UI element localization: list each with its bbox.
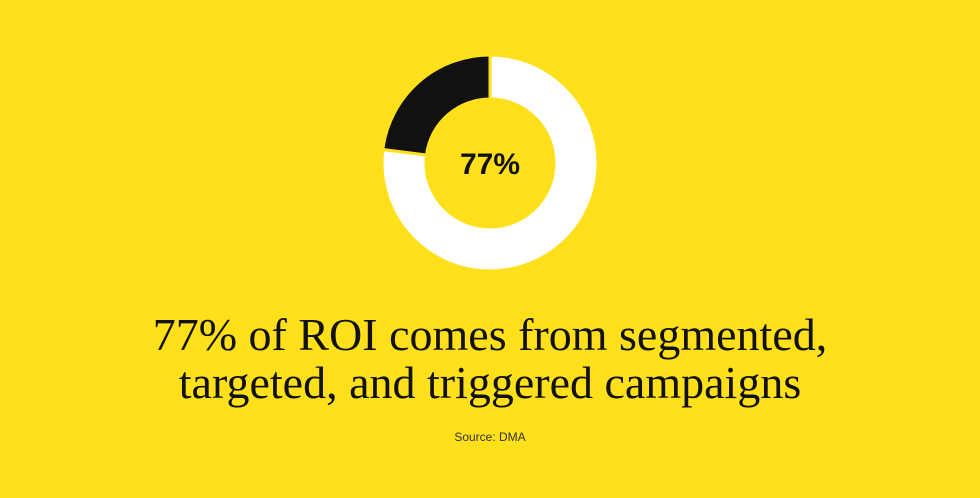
donut-segment (380, 53, 600, 273)
chart-title: targeted, and triggered campaigns (179, 357, 801, 408)
source: Source: DMA (454, 430, 525, 444)
center-label: 77% (460, 148, 520, 181)
chart-title: 77% of ROI comes from segmented, (153, 309, 828, 360)
donut-segment (381, 53, 492, 157)
